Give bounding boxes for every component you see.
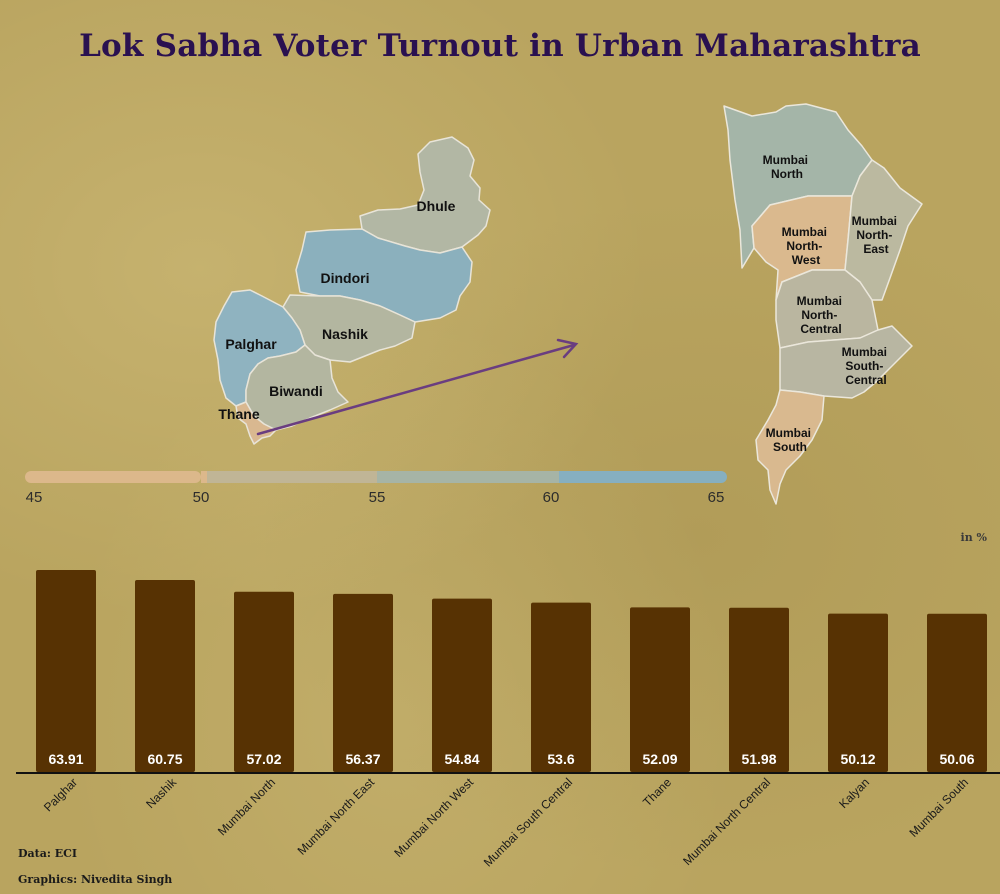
color-scale-legend: 45 50 55 60 65 xyxy=(25,471,727,506)
label-palghar: Palghar xyxy=(225,336,277,352)
label-biwandi: Biwandi xyxy=(269,383,323,399)
bar-kalyan xyxy=(828,613,888,772)
category-label: Thane xyxy=(640,775,674,809)
category-label: Mumbai North West xyxy=(391,775,476,860)
region-thane xyxy=(235,401,277,445)
page-title: Lok Sabha Voter Turnout in Urban Maharas… xyxy=(79,28,921,64)
category-label: Kalyan xyxy=(836,775,872,811)
scale-segment-60-65 xyxy=(553,471,727,483)
connector-arrow xyxy=(256,338,579,436)
category-label: Mumbai North xyxy=(215,775,278,838)
left-map xyxy=(213,136,491,445)
bar-mumbai-south xyxy=(927,613,987,772)
bar-mumbai-north-west xyxy=(432,598,492,772)
bar-value-label: 51.98 xyxy=(741,751,776,767)
bar-value-label: 50.12 xyxy=(840,751,875,767)
region-dhule xyxy=(359,136,491,254)
scale-tick: 50 xyxy=(193,489,210,506)
left-map-labels: Dhule Dindori Nashik Palghar Biwandi Tha… xyxy=(218,198,455,422)
label-thane: Thane xyxy=(218,406,259,422)
bar-value-label: 53.6 xyxy=(547,751,574,767)
region-mumbai-south xyxy=(755,389,825,505)
bar-value-label: 63.91 xyxy=(48,751,83,767)
label-mumbai-south: Mumbai South xyxy=(766,426,815,454)
bar-mumbai-north xyxy=(234,591,294,772)
bar-mumbai-south-central xyxy=(531,602,591,772)
unit-label: in % xyxy=(961,531,988,544)
x-axis-labels: Palghar Nashik Mumbai North Mumbai North Ea… xyxy=(41,775,971,870)
scale-segment-55-60 xyxy=(377,471,553,483)
category-label: Mumbai South Central xyxy=(481,775,575,869)
region-dindori xyxy=(295,228,473,323)
data-source: Data: ECI xyxy=(18,847,78,860)
label-mumbai-north-central: Mumbai North- Central xyxy=(797,294,846,336)
category-label: Mumbai South xyxy=(907,775,972,840)
scale-segment-45-50 xyxy=(25,471,201,483)
bar-thane xyxy=(630,607,690,772)
category-label: Nashik xyxy=(143,775,180,812)
bar-value-label: 54.84 xyxy=(444,751,479,767)
label-mumbai-south-central: Mumbai South- Central xyxy=(842,345,891,387)
label-nashik: Nashik xyxy=(322,326,368,342)
scale-tick: 65 xyxy=(708,489,725,506)
scale-segment-50-55 xyxy=(201,471,377,483)
label-dhule: Dhule xyxy=(417,198,456,214)
bar-nashik xyxy=(135,579,195,772)
bar-value-label: 56.37 xyxy=(345,751,380,767)
bar-value-label: 52.09 xyxy=(642,751,677,767)
label-mumbai-north: Mumbai North xyxy=(763,153,812,181)
bar-palghar xyxy=(36,570,96,772)
bar-value-label: 50.06 xyxy=(939,751,974,767)
right-map xyxy=(723,103,923,505)
label-dindori: Dindori xyxy=(321,270,370,286)
label-mumbai-north-east: Mumbai North- East xyxy=(852,214,901,256)
scale-tick: 45 xyxy=(26,489,43,506)
category-label: Palghar xyxy=(41,775,80,814)
bar-value-label: 60.75 xyxy=(147,751,182,767)
scale-tick: 60 xyxy=(543,489,560,506)
bar-mumbai-north-central xyxy=(729,607,789,772)
label-mumbai-north-west: Mumbai North- West xyxy=(782,225,831,267)
bar-chart: 63.91 60.75 57.02 56.37 54.84 53.6 52.09 51.98 5… xyxy=(36,570,987,772)
category-label: Mumbai North East xyxy=(295,775,378,858)
category-label: Mumbai North Central xyxy=(680,775,773,868)
scale-tick: 55 xyxy=(369,489,386,506)
right-map-labels: Mumbai North Mumbai North- West Mumbai N… xyxy=(763,153,901,454)
bar-value-label: 57.02 xyxy=(246,751,281,767)
bar-mumbai-north-east xyxy=(333,593,393,772)
graphics-credit: Graphics: Nivedita Singh xyxy=(18,873,173,886)
